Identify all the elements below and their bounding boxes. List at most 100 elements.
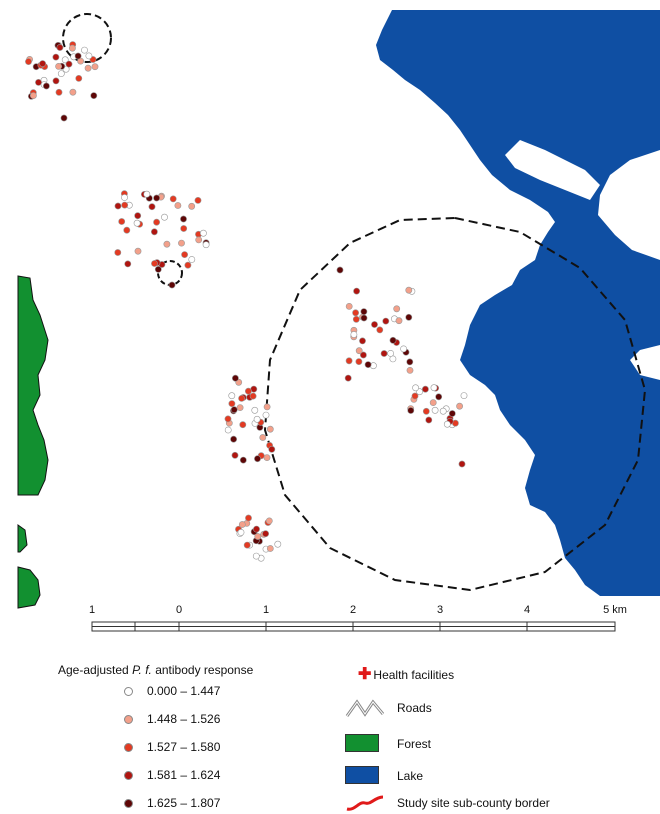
household-point xyxy=(360,314,368,322)
class-swatch xyxy=(124,742,133,752)
map-canvas: 1 0 1 2 3 4 5 km xyxy=(17,10,660,632)
household-point xyxy=(202,241,210,249)
household-point xyxy=(184,261,192,269)
household-point xyxy=(150,228,158,236)
household-point xyxy=(395,317,403,325)
household-point xyxy=(458,460,466,468)
household-point xyxy=(460,392,468,399)
household-point xyxy=(439,407,447,415)
forest-swatch xyxy=(345,734,379,752)
household-point xyxy=(380,350,388,357)
scale-label: 3 xyxy=(437,604,443,616)
household-point xyxy=(251,406,259,414)
household-point xyxy=(161,213,168,221)
household-point xyxy=(181,251,188,258)
legend-roads: Roads xyxy=(345,698,432,718)
household-point xyxy=(387,349,394,357)
household-point xyxy=(84,64,92,72)
household-point xyxy=(118,218,126,225)
lake-swatch xyxy=(345,766,379,784)
legend-class: 1.581 – 1.624 xyxy=(124,767,220,783)
household-point xyxy=(263,454,271,461)
household-point xyxy=(133,219,141,227)
legend-health-facilities: ✚ Health facilities xyxy=(358,665,454,685)
household-point xyxy=(25,58,32,65)
health-facilities-label: Health facilities xyxy=(373,668,455,682)
household-point xyxy=(268,445,276,453)
scale-label: 1 xyxy=(263,604,269,616)
household-point xyxy=(224,415,232,423)
household-point xyxy=(178,239,185,247)
household-point xyxy=(352,309,359,317)
household-point xyxy=(35,79,42,86)
household-point xyxy=(400,345,407,353)
household-point xyxy=(238,521,246,528)
household-point xyxy=(262,530,269,538)
household-point xyxy=(69,44,76,52)
household-point xyxy=(61,56,69,64)
household-point xyxy=(230,406,238,414)
forest-area xyxy=(17,566,41,609)
forest-label: Forest xyxy=(397,737,432,751)
class-label: 0.000 – 1.447 xyxy=(147,684,221,698)
legend-forest: Forest xyxy=(345,734,431,754)
legend-lake: Lake xyxy=(345,766,423,786)
household-point xyxy=(75,75,83,82)
legend-title-italic: P. f. xyxy=(132,663,152,677)
household-point xyxy=(55,88,63,96)
household-point xyxy=(244,387,252,395)
household-point xyxy=(266,545,274,552)
household-point xyxy=(114,202,122,210)
household-point xyxy=(121,201,129,209)
household-point xyxy=(406,366,414,374)
class-swatch xyxy=(124,770,133,780)
household-point xyxy=(443,420,451,428)
household-point xyxy=(224,426,232,434)
household-point xyxy=(239,421,247,429)
household-point xyxy=(364,361,372,368)
lake-label: Lake xyxy=(397,769,424,783)
household-point xyxy=(52,53,60,61)
household-point xyxy=(456,402,463,410)
household-point xyxy=(352,315,360,323)
household-point xyxy=(57,70,65,77)
household-point xyxy=(91,63,99,71)
household-points xyxy=(25,41,468,562)
household-point xyxy=(253,415,261,423)
household-point xyxy=(359,337,366,345)
class-label: 1.625 – 1.807 xyxy=(147,796,221,810)
household-point xyxy=(114,249,122,256)
class-swatch xyxy=(124,686,133,696)
class-swatch xyxy=(124,714,133,724)
household-point xyxy=(153,218,160,226)
household-point xyxy=(195,236,203,244)
household-point xyxy=(382,317,390,325)
household-point xyxy=(274,540,282,548)
household-point xyxy=(430,384,438,392)
household-point xyxy=(169,195,177,203)
household-point xyxy=(350,331,358,338)
household-point xyxy=(228,400,236,407)
scale-label: 1 xyxy=(89,604,95,616)
household-point xyxy=(265,517,273,525)
household-point xyxy=(407,407,415,414)
forest-swatch-wrap xyxy=(345,734,385,754)
household-point xyxy=(60,114,68,122)
household-point xyxy=(134,247,142,255)
household-point xyxy=(425,416,433,424)
household-point xyxy=(174,202,182,209)
household-point xyxy=(263,403,271,411)
legend-title-prefix: Age-adjusted xyxy=(58,663,133,677)
cluster-ring xyxy=(62,13,112,63)
household-point xyxy=(253,525,260,533)
household-point xyxy=(151,260,158,267)
household-point xyxy=(355,347,363,355)
household-point xyxy=(252,552,260,560)
household-point xyxy=(262,411,270,419)
household-point xyxy=(52,77,60,85)
household-point xyxy=(435,393,443,401)
household-point xyxy=(55,63,62,70)
household-point xyxy=(389,336,397,344)
border-icon xyxy=(346,795,384,811)
household-point xyxy=(188,202,196,210)
